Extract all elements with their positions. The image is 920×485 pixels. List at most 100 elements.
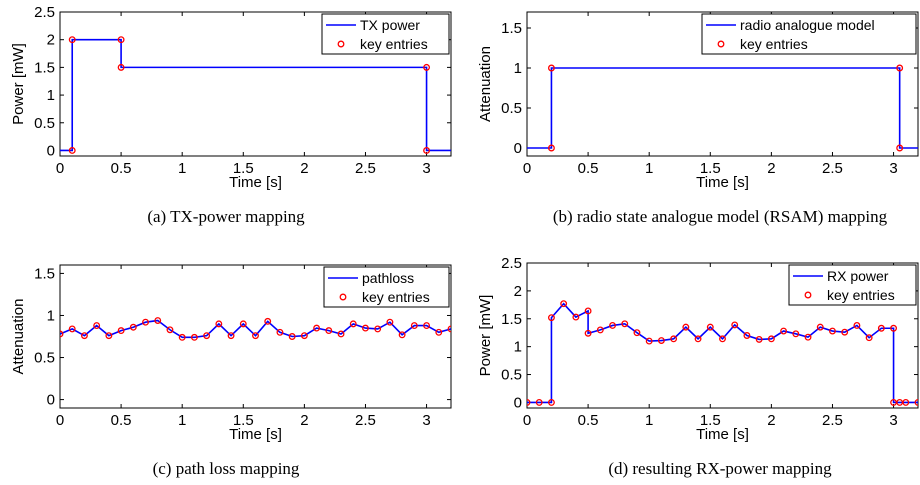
key-entry-marker xyxy=(535,398,543,406)
legend-marker-swatch xyxy=(804,291,812,299)
key-entry-marker xyxy=(410,322,418,330)
y-tick-label: 1 xyxy=(47,87,55,104)
legend-label-line: radio analogue model xyxy=(740,17,875,33)
series-line xyxy=(60,38,451,152)
key-entry-marker xyxy=(780,327,788,335)
key-entry-marker xyxy=(178,333,186,341)
key-entry-marker xyxy=(423,63,431,71)
key-entry-marker xyxy=(633,329,641,337)
key-entry-marker xyxy=(362,324,369,332)
legend-label-marker: key entries xyxy=(360,36,428,52)
key-entry-marker xyxy=(572,313,580,321)
key-entry-marker xyxy=(447,325,451,333)
key-entry-marker xyxy=(560,300,568,308)
key-entry-marker xyxy=(670,335,678,343)
y-tick-label: 0.5 xyxy=(501,367,522,384)
key-entry-marker xyxy=(547,64,555,72)
key-entry-marker xyxy=(896,64,904,72)
x-axis-label: Time [s] xyxy=(696,426,749,443)
x-tick-label: 1 xyxy=(645,412,653,429)
x-tick-label: 2.5 xyxy=(822,160,843,177)
y-tick-label: 0.5 xyxy=(34,115,55,132)
key-entry-marker xyxy=(792,330,800,338)
key-entry-marker xyxy=(80,332,88,340)
chart-panel-d: 0 0.5 1 1.5 2 2.5 3 0 0.5 1 1.5 2 2.5 Time [s] Power [… xyxy=(477,255,919,478)
key-entry-marker xyxy=(386,318,394,326)
key-entry-marker xyxy=(865,334,873,342)
y-tick-label: 0.5 xyxy=(501,100,522,117)
series-line xyxy=(60,319,451,339)
key-entry-marker xyxy=(227,332,235,340)
key-entry-marker xyxy=(527,398,531,406)
x-axis-label: Time [s] xyxy=(229,174,282,191)
key-entry-marker xyxy=(694,335,702,343)
y-tick-label: 1.5 xyxy=(501,20,522,37)
key-entry-marker xyxy=(117,63,125,71)
legend: RX power key entries xyxy=(788,264,917,306)
key-entry-marker xyxy=(374,325,382,333)
key-entry-marker xyxy=(829,327,836,335)
key-entry-marker xyxy=(117,327,125,335)
key-entry-marker xyxy=(804,333,812,341)
y-tick-label: 1 xyxy=(47,307,55,324)
x-tick-label: 2 xyxy=(300,412,308,429)
figure-caption: (a) TX-power mapping xyxy=(147,207,305,226)
y-tick-label: 2.5 xyxy=(501,255,522,272)
key-entry-marker xyxy=(657,337,665,344)
legend: pathloss key entries xyxy=(323,266,450,308)
key-entry-marker xyxy=(609,322,616,329)
key-entry-marker xyxy=(547,398,555,406)
x-tick-label: 1 xyxy=(178,160,186,177)
key-entry-marker xyxy=(816,323,824,331)
x-tick-label: 3 xyxy=(422,412,430,429)
key-entry-marker xyxy=(767,335,775,343)
x-tick-label: 2 xyxy=(767,412,775,429)
key-entry-marker xyxy=(337,330,345,338)
key-entry-marker xyxy=(203,332,211,340)
x-tick-label: 0.5 xyxy=(578,412,599,429)
key-entry-marker xyxy=(743,332,751,339)
key-entry-marker xyxy=(731,321,739,329)
x-tick-label: 0.5 xyxy=(111,160,132,177)
key-entry-marker xyxy=(853,322,861,329)
x-tick-label: 0 xyxy=(56,412,64,429)
series-line xyxy=(527,302,918,404)
key-entry-marker xyxy=(435,328,443,336)
key-entry-marker xyxy=(68,325,76,333)
x-tick-label: 3 xyxy=(889,160,897,177)
legend-label-marker: key entries xyxy=(740,36,808,52)
key-entry-marker xyxy=(584,307,592,315)
key-entry-marker xyxy=(423,147,431,154)
key-entry-marker xyxy=(682,323,690,331)
figure-caption: (c) path loss mapping xyxy=(153,459,300,478)
y-tick-label: 1.5 xyxy=(34,59,55,76)
y-tick-label: 0 xyxy=(47,142,55,159)
chart-panel-a: 0 0.5 1 1.5 2 2.5 3 0 0.5 1 1.5 2 2.5 Time [s] Power [… xyxy=(10,4,452,226)
x-tick-label: 2 xyxy=(767,160,775,177)
key-entry-marker xyxy=(914,398,918,406)
key-entry-marker xyxy=(325,327,333,335)
key-entry-marker xyxy=(60,330,64,338)
legend-marker-swatch xyxy=(717,40,725,48)
key-entry-marker xyxy=(902,398,910,406)
legend-label-line: RX power xyxy=(827,268,889,284)
key-entry-marker xyxy=(117,36,125,44)
legend-label-line: TX power xyxy=(360,17,420,33)
y-axis-label: Power [mW] xyxy=(477,295,494,377)
x-tick-label: 1.5 xyxy=(700,412,721,429)
key-entry-marker xyxy=(349,320,357,328)
y-tick-label: 1.5 xyxy=(501,311,522,328)
y-tick-label: 0.5 xyxy=(34,350,55,367)
x-tick-label: 2.5 xyxy=(355,412,376,429)
key-entry-marker xyxy=(68,36,76,44)
x-tick-label: 1.5 xyxy=(233,412,254,429)
x-tick-label: 1.5 xyxy=(700,160,721,177)
x-tick-label: 3 xyxy=(422,160,430,177)
x-tick-label: 1 xyxy=(178,412,186,429)
key-entry-marker xyxy=(890,324,898,332)
key-entry-marker xyxy=(166,326,174,334)
x-tick-label: 0 xyxy=(523,160,531,177)
y-axis-label: Attenuation xyxy=(10,299,27,375)
